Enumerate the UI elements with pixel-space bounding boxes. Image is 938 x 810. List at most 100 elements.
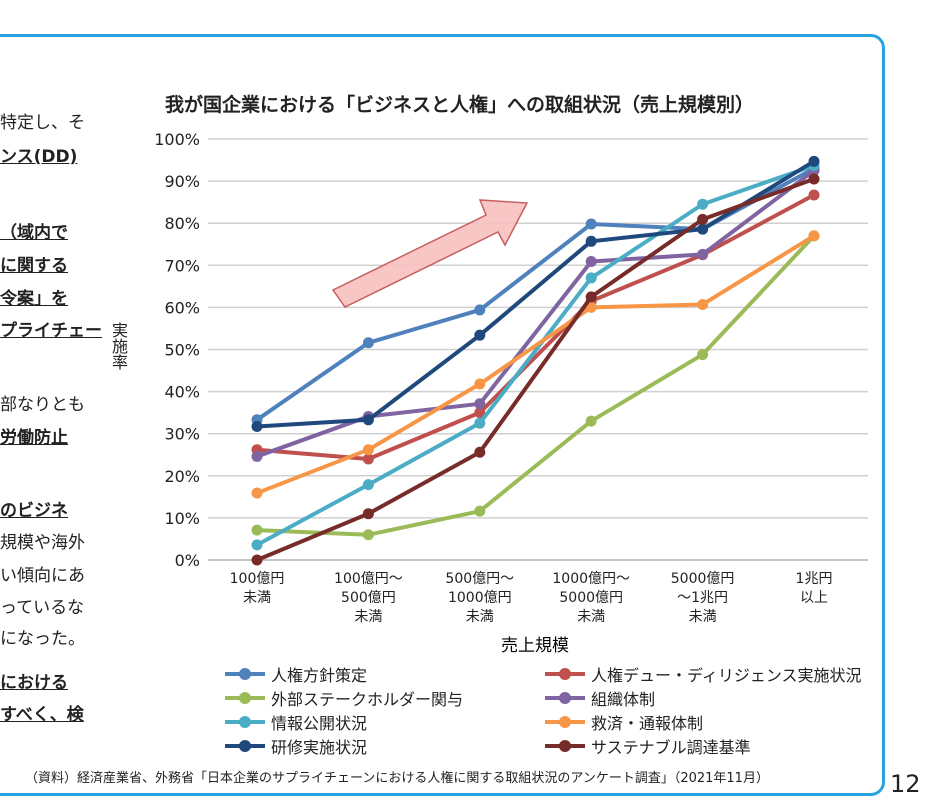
data-point (474, 378, 486, 390)
data-point (585, 235, 597, 247)
series-line-6 (256, 159, 816, 429)
body-text-line: すべく、検 (0, 705, 84, 725)
legend-item: 情報公開状況 (225, 710, 367, 734)
x-tick-label: 500億円 (341, 590, 396, 606)
y-tick-label: 0% (175, 551, 200, 570)
data-point (808, 189, 820, 201)
y-tick-label: 90% (164, 172, 200, 191)
data-point (585, 218, 597, 230)
series-line-7 (256, 177, 815, 562)
y-tick-label: 30% (164, 425, 200, 444)
x-axis-label: 売上規模 (501, 636, 569, 656)
legend-marker-icon (225, 668, 265, 680)
data-point (362, 479, 374, 491)
y-tick-label: 20% (164, 467, 200, 486)
data-point (585, 301, 597, 313)
legend-label: 情報公開状況 (271, 714, 368, 733)
body-text-line: 部なりとも (0, 395, 85, 415)
series-line-4 (256, 163, 815, 547)
data-point (474, 329, 486, 341)
legend-item: 人権デュー・ディリジェンス実施状況 (545, 662, 862, 686)
x-tick-label: 未満 (243, 590, 271, 606)
data-point (585, 272, 597, 284)
y-tick-label: 40% (164, 383, 200, 402)
body-text-line: になった。 (0, 629, 85, 649)
legend-label: サステナブル調達基準 (591, 738, 751, 757)
series-line-5 (256, 234, 816, 495)
legend-marker-icon (545, 668, 585, 680)
data-point (251, 554, 263, 566)
data-point (697, 223, 709, 235)
data-point (474, 505, 486, 517)
data-point (251, 450, 263, 462)
content-frame (0, 34, 885, 796)
legend-item: 研修実施状況 (225, 734, 367, 758)
data-point (474, 304, 486, 316)
data-point (697, 198, 709, 210)
y-tick-label: 60% (164, 298, 200, 317)
x-tick-label: 1000億円 (448, 590, 512, 606)
x-tick-label: 1000億円～ (552, 571, 630, 587)
data-point (474, 417, 486, 429)
x-tick-label: 未満 (466, 609, 494, 625)
legend-label: 外部ステークホルダー関与 (271, 690, 464, 709)
data-point (808, 173, 820, 185)
data-point (362, 453, 374, 465)
data-point (585, 256, 597, 268)
x-tick-label: 500億円～ (445, 571, 514, 587)
x-tick-label: 未満 (689, 609, 717, 625)
body-text-line: い傾向にあ (0, 566, 85, 586)
legend-label: 救済・通報体制 (591, 714, 704, 733)
series-line-2 (256, 234, 816, 537)
data-point (697, 349, 709, 361)
body-text-line: っているな (0, 598, 85, 618)
page-number: 12 (890, 770, 921, 798)
y-axis-label: 実施率 (109, 322, 128, 370)
data-point (362, 414, 374, 426)
data-point (474, 407, 486, 419)
legend-marker-icon (225, 716, 265, 728)
data-point (697, 298, 709, 310)
data-point (251, 487, 263, 499)
data-point (585, 291, 597, 303)
x-tick-label: 未満 (354, 609, 382, 625)
legend-marker-icon (545, 716, 585, 728)
trend-arrow (331, 199, 529, 308)
body-text-line: （域内で (0, 223, 68, 243)
data-point (362, 529, 374, 541)
data-point (251, 421, 263, 433)
y-tick-label: 10% (164, 509, 200, 528)
legend-item: 救済・通報体制 (545, 710, 703, 734)
data-point (362, 444, 374, 456)
x-tick-label: 5000億円 (559, 590, 623, 606)
data-point (697, 248, 709, 260)
data-point (362, 508, 374, 520)
body-text-line: 令案」を (0, 289, 68, 309)
legend-label: 人権デュー・ディリジェンス実施状況 (591, 666, 862, 685)
y-tick-label: 50% (164, 341, 200, 360)
legend-item: 組織体制 (545, 686, 655, 710)
legend-item: サステナブル調達基準 (545, 734, 751, 758)
x-tick-label: 100億円 (230, 571, 285, 587)
data-point (251, 539, 263, 551)
legend-item: 人権方針策定 (225, 662, 367, 686)
legend-item: 外部ステークホルダー関与 (225, 686, 463, 710)
body-text-line: 規模や海外 (0, 533, 85, 553)
y-tick-label: 100% (154, 130, 200, 149)
data-point (697, 213, 709, 225)
x-tick-label: 100億円～ (334, 571, 403, 587)
legend-label: 研修実施状況 (271, 738, 368, 757)
legend-marker-icon (545, 740, 585, 752)
y-tick-label: 80% (164, 214, 200, 233)
data-point (808, 155, 820, 167)
body-text-line: における (0, 673, 68, 693)
data-point (251, 524, 263, 536)
legend-marker-icon (225, 740, 265, 752)
x-tick-label: 以上 (800, 590, 828, 606)
y-tick-label: 70% (164, 256, 200, 275)
legend-marker-icon (225, 692, 265, 704)
x-tick-label: 1兆円 (796, 571, 833, 587)
body-text-line: 労働防止 (0, 428, 68, 448)
body-text-line: に関する (0, 256, 68, 276)
